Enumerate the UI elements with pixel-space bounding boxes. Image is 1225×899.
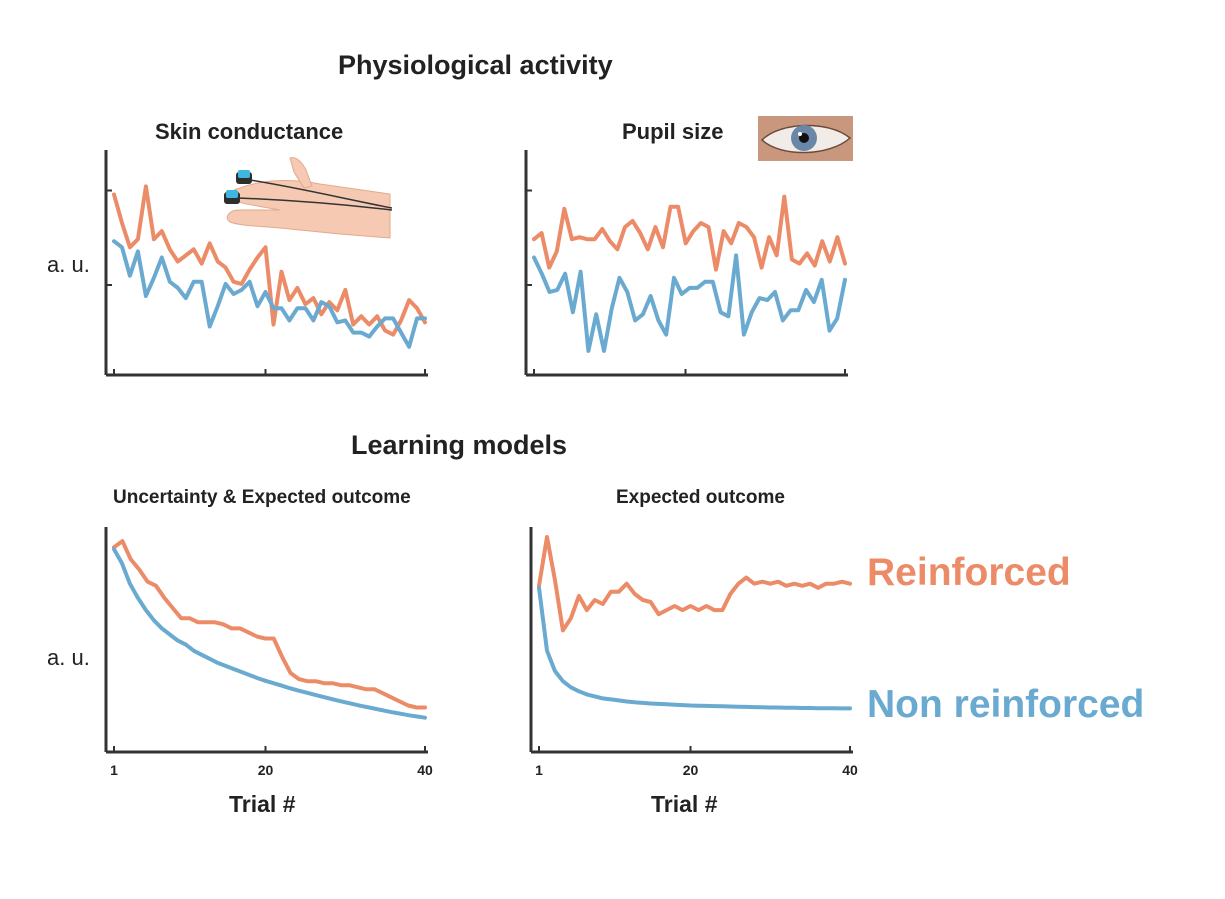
skin-conductance-series-reinforced	[112, 184, 427, 337]
hand-electrodes-icon	[224, 157, 393, 239]
uncertainty-expected-outcome-x-tick-label: 1	[110, 762, 118, 778]
uncertainty-expected-outcome-x-tick-label: 40	[417, 762, 433, 778]
skin-conductance-series-non-reinforced	[112, 239, 427, 349]
eye-icon	[758, 116, 853, 161]
expected-outcome-x-tick-label: 40	[842, 762, 858, 778]
y-axis-label-top: a. u.	[47, 252, 90, 277]
uncertainty-expected-outcome-x-tick-label: 20	[258, 762, 274, 778]
pupil-size-series-reinforced	[532, 194, 847, 272]
uncertainty-expected-outcome-series-non-reinforced	[112, 547, 427, 720]
expected-outcome-x-tick-label: 20	[683, 762, 699, 778]
uncertainty-expected-outcome-plot: 1 20 40	[104, 527, 433, 778]
legend-reinforced: Reinforced	[867, 551, 1071, 594]
skin-conductance-plot	[104, 150, 428, 377]
skin-conductance-title: Skin conductance	[155, 119, 344, 144]
learning-models-title: Learning models	[351, 430, 568, 460]
uncertainty-expected-outcome-title: Uncertainty & Expected outcome	[113, 487, 411, 508]
x-axis-label-right: Trial #	[651, 791, 718, 817]
pupil-size-plot	[524, 150, 848, 377]
expected-outcome-series-non-reinforced	[537, 585, 852, 711]
legend-non-reinforced: Non reinforced	[867, 683, 1145, 726]
pupil-size-series-non-reinforced	[532, 253, 847, 353]
y-axis-label-bottom: a. u.	[47, 645, 90, 670]
expected-outcome-plot: 1 20 40	[529, 527, 858, 778]
pupil-size-title: Pupil size	[622, 119, 724, 144]
expected-outcome-title: Expected outcome	[616, 487, 785, 508]
x-axis-label-left: Trial #	[229, 791, 296, 817]
expected-outcome-x-tick-label: 1	[535, 762, 543, 778]
uncertainty-expected-outcome-series-reinforced	[112, 539, 427, 710]
expected-outcome-series-reinforced	[537, 535, 852, 633]
physiological-activity-title: Physiological activity	[338, 50, 613, 80]
